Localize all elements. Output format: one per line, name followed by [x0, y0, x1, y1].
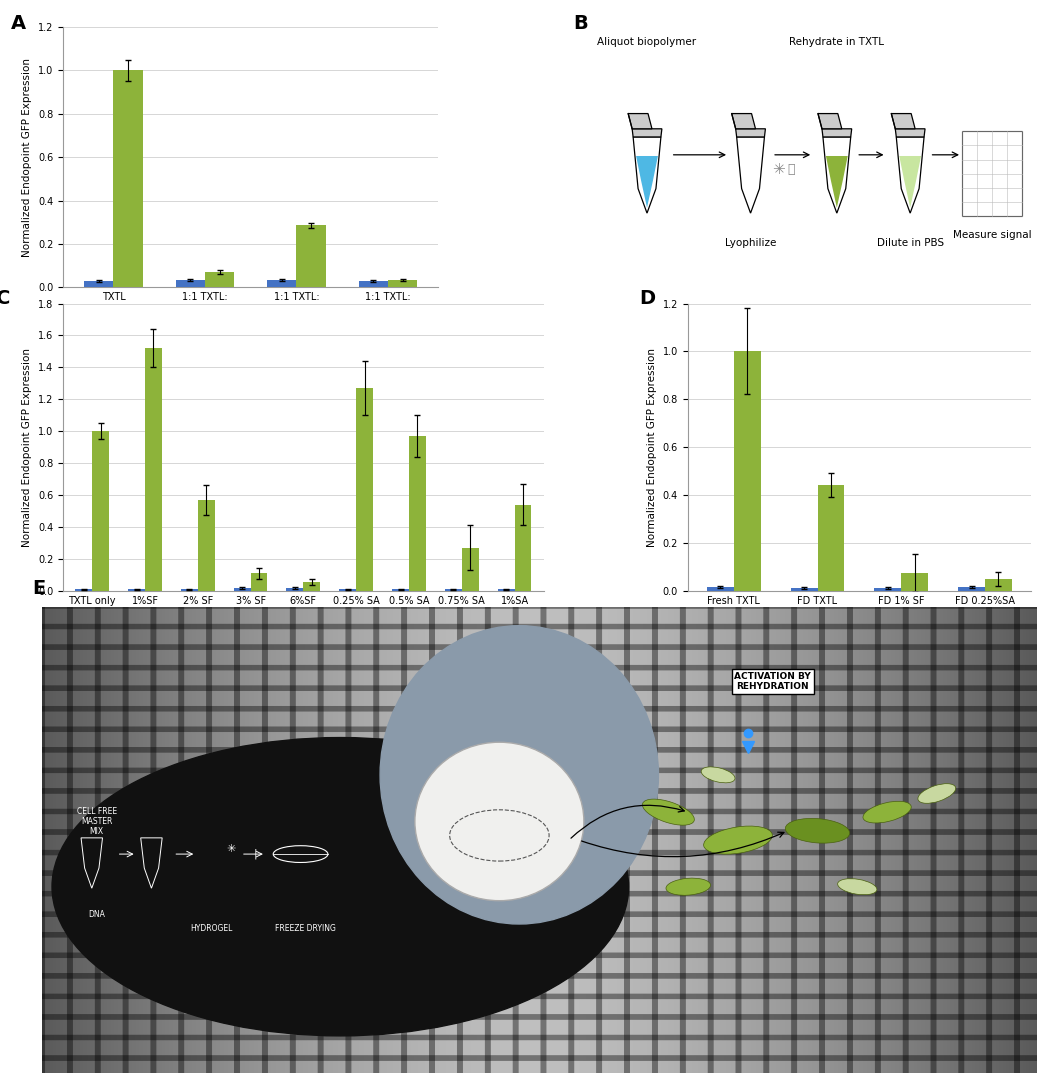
- Bar: [93, 431, 109, 591]
- Text: FREEZE DRYING: FREEZE DRYING: [275, 925, 336, 933]
- Text: Aliquot biopolymer: Aliquot biopolymer: [598, 37, 696, 47]
- Bar: [297, 225, 326, 287]
- Bar: [962, 131, 1023, 217]
- Ellipse shape: [863, 801, 911, 823]
- Bar: [339, 590, 357, 591]
- Bar: [357, 388, 373, 591]
- Text: DNA: DNA: [88, 911, 105, 919]
- Bar: [84, 281, 114, 287]
- Text: E: E: [33, 579, 45, 597]
- Polygon shape: [899, 156, 922, 208]
- Polygon shape: [822, 129, 852, 137]
- Bar: [817, 486, 845, 591]
- Bar: [198, 500, 215, 591]
- Text: ACTIVATION BY
REHYDRATION: ACTIVATION BY REHYDRATION: [734, 672, 811, 692]
- Text: HYDROGEL: HYDROGEL: [190, 925, 232, 933]
- Ellipse shape: [837, 879, 877, 894]
- Bar: [359, 281, 388, 287]
- Bar: [392, 590, 409, 591]
- Polygon shape: [633, 137, 661, 214]
- Bar: [791, 588, 817, 591]
- Bar: [707, 588, 734, 591]
- Bar: [902, 572, 928, 591]
- Text: Measure signal: Measure signal: [953, 231, 1031, 241]
- Y-axis label: Normalized Endopoint GFP Expression: Normalized Endopoint GFP Expression: [22, 348, 33, 546]
- Text: Rehydrate in TXTL: Rehydrate in TXTL: [789, 37, 885, 47]
- Legend: Background, Signal: Background, Signal: [224, 659, 383, 679]
- Ellipse shape: [666, 878, 710, 895]
- Bar: [267, 280, 297, 287]
- Y-axis label: Normalized Endopoint GFP Expression: Normalized Endopoint GFP Expression: [647, 348, 658, 546]
- Bar: [462, 547, 479, 591]
- Text: 🌡: 🌡: [788, 163, 795, 176]
- Legend: Background, Signal: Background, Signal: [171, 350, 330, 369]
- Text: ✳: ✳: [772, 162, 785, 177]
- Ellipse shape: [643, 799, 694, 825]
- Bar: [985, 579, 1012, 591]
- Text: |: |: [254, 849, 258, 860]
- Polygon shape: [632, 129, 662, 137]
- Bar: [874, 588, 902, 591]
- Text: C: C: [0, 289, 11, 308]
- Bar: [514, 505, 531, 591]
- Bar: [445, 590, 462, 591]
- Polygon shape: [818, 114, 842, 129]
- Text: Dilute in PBS: Dilute in PBS: [876, 237, 944, 247]
- Text: A: A: [11, 14, 25, 34]
- Text: D: D: [640, 289, 655, 308]
- Polygon shape: [895, 129, 925, 137]
- Polygon shape: [736, 137, 765, 214]
- Ellipse shape: [380, 625, 659, 924]
- Bar: [128, 590, 145, 591]
- Bar: [205, 272, 235, 287]
- Bar: [145, 348, 162, 591]
- Bar: [303, 582, 320, 591]
- Bar: [181, 590, 198, 591]
- Text: ✳: ✳: [226, 844, 236, 854]
- Ellipse shape: [918, 784, 955, 803]
- Bar: [734, 351, 761, 591]
- Polygon shape: [823, 137, 851, 214]
- Polygon shape: [732, 114, 755, 129]
- Bar: [286, 589, 303, 591]
- Bar: [498, 590, 514, 591]
- Legend: Background, Signal: Background, Signal: [780, 659, 938, 679]
- Bar: [234, 589, 250, 591]
- Bar: [114, 70, 143, 287]
- Bar: [958, 588, 985, 591]
- Text: B: B: [573, 14, 588, 34]
- Bar: [250, 573, 267, 591]
- Bar: [409, 436, 426, 591]
- Ellipse shape: [704, 826, 772, 854]
- Text: Lyophilize: Lyophilize: [725, 237, 776, 247]
- Polygon shape: [896, 137, 924, 214]
- Polygon shape: [636, 156, 658, 208]
- Bar: [388, 280, 418, 287]
- Y-axis label: Normalized Endopoint GFP Expression: Normalized Endopoint GFP Expression: [22, 57, 33, 257]
- Polygon shape: [628, 114, 652, 129]
- Ellipse shape: [52, 737, 629, 1036]
- Bar: [176, 280, 205, 287]
- Bar: [76, 590, 93, 591]
- Circle shape: [414, 743, 584, 901]
- Ellipse shape: [702, 766, 735, 783]
- Ellipse shape: [785, 818, 850, 843]
- Text: CELL FREE
MASTER
MIX: CELL FREE MASTER MIX: [77, 806, 117, 837]
- Polygon shape: [826, 156, 848, 208]
- Polygon shape: [735, 129, 766, 137]
- Polygon shape: [891, 114, 915, 129]
